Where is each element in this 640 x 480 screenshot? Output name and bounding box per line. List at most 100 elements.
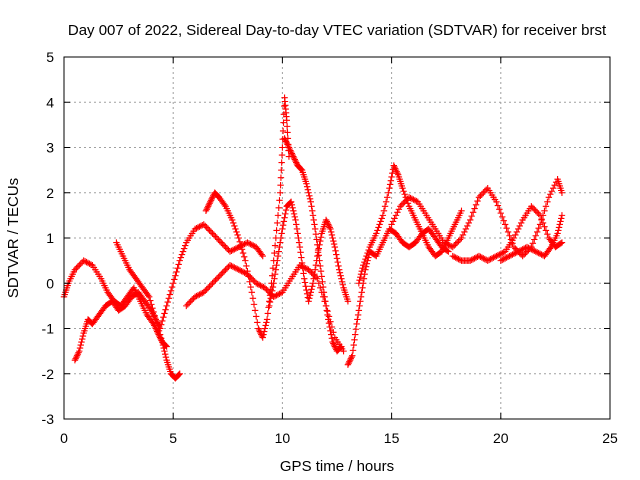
data-point: [513, 228, 521, 236]
data-point: [297, 249, 304, 256]
data-point: [338, 275, 345, 282]
data-point: [386, 185, 393, 192]
data-point: [290, 210, 298, 218]
data-point: [362, 255, 369, 263]
data-point: [309, 207, 316, 215]
data-point: [274, 257, 281, 264]
data-point: [239, 249, 247, 257]
data-point: [557, 240, 565, 247]
data-point: [272, 266, 280, 273]
data-point: [401, 191, 408, 198]
x-axis-label: GPS time / hours: [280, 458, 394, 475]
data-point: [534, 249, 541, 256]
data-point: [232, 225, 239, 233]
data-point: [301, 264, 308, 271]
data-point: [268, 291, 275, 298]
data-point: [279, 127, 287, 135]
series-sat-l: [449, 203, 566, 264]
data-point: [293, 159, 300, 166]
data-point: [517, 219, 525, 227]
data-point: [386, 181, 394, 188]
data-point: [480, 189, 487, 196]
data-point: [413, 197, 420, 205]
data-point: [302, 283, 309, 290]
data-point: [159, 341, 167, 349]
data-point: [481, 188, 488, 195]
data-point: [252, 313, 260, 320]
data-point: [244, 267, 251, 275]
data-point: [194, 292, 202, 299]
data-point: [159, 338, 166, 346]
data-point: [191, 293, 199, 301]
data-point: [501, 221, 509, 228]
data-point: [330, 341, 338, 349]
data-point: [451, 242, 458, 249]
data-point: [199, 221, 206, 229]
data-point: [541, 207, 548, 215]
data-point: [320, 289, 328, 296]
data-point: [305, 189, 312, 196]
data-point: [325, 221, 332, 228]
data-point: [469, 209, 477, 216]
data-point: [542, 227, 550, 234]
data-point: [232, 264, 240, 272]
data-point: [315, 280, 322, 287]
data-point: [292, 216, 299, 224]
data-point: [246, 278, 253, 285]
data-point: [77, 341, 84, 349]
data-point: [287, 148, 295, 156]
data-point: [228, 247, 235, 255]
data-point: [353, 320, 360, 328]
data-point: [334, 258, 341, 266]
data-point: [411, 197, 419, 204]
data-point: [288, 201, 296, 209]
data-point: [215, 274, 222, 281]
data-point: [193, 224, 200, 232]
data-point: [277, 234, 285, 242]
data-point: [83, 258, 90, 266]
data-point: [312, 261, 320, 269]
data-point: [315, 252, 322, 259]
data-point: [261, 284, 269, 291]
x-tick-label: 0: [60, 430, 68, 446]
data-point: [357, 298, 364, 305]
data-point: [292, 157, 299, 165]
data-point: [392, 212, 400, 219]
data-point: [377, 218, 384, 225]
data-point: [228, 216, 236, 224]
data-point: [360, 275, 368, 282]
data-point: [497, 257, 504, 264]
data-point: [330, 340, 337, 347]
data-point: [532, 248, 539, 255]
data-point: [507, 252, 515, 259]
data-point: [166, 291, 174, 298]
data-point: [203, 206, 210, 213]
data-point: [208, 195, 215, 202]
data-point: [392, 166, 400, 174]
data-point: [327, 225, 334, 233]
data-point: [290, 154, 298, 162]
data-point: [274, 252, 282, 260]
data-point: [337, 344, 344, 351]
data-point: [254, 319, 261, 326]
data-point: [375, 224, 382, 231]
data-point: [203, 224, 210, 231]
data-point: [306, 292, 314, 299]
data-point: [251, 307, 259, 314]
chart-title: Day 007 of 2022, Sidereal Day-to-day VTE…: [68, 22, 607, 39]
data-point: [271, 249, 278, 257]
data-point: [327, 228, 335, 236]
data-point: [459, 231, 467, 239]
data-point: [531, 247, 538, 255]
data-point: [347, 355, 355, 362]
data-point: [247, 283, 254, 291]
data-point: [542, 203, 550, 210]
data-point: [193, 292, 200, 300]
data-point: [278, 230, 285, 237]
data-point: [281, 135, 288, 142]
data-point: [356, 302, 363, 310]
data-point: [529, 204, 537, 212]
series-sat-m: [497, 212, 566, 264]
data-point: [248, 289, 256, 296]
data-point: [532, 207, 539, 215]
